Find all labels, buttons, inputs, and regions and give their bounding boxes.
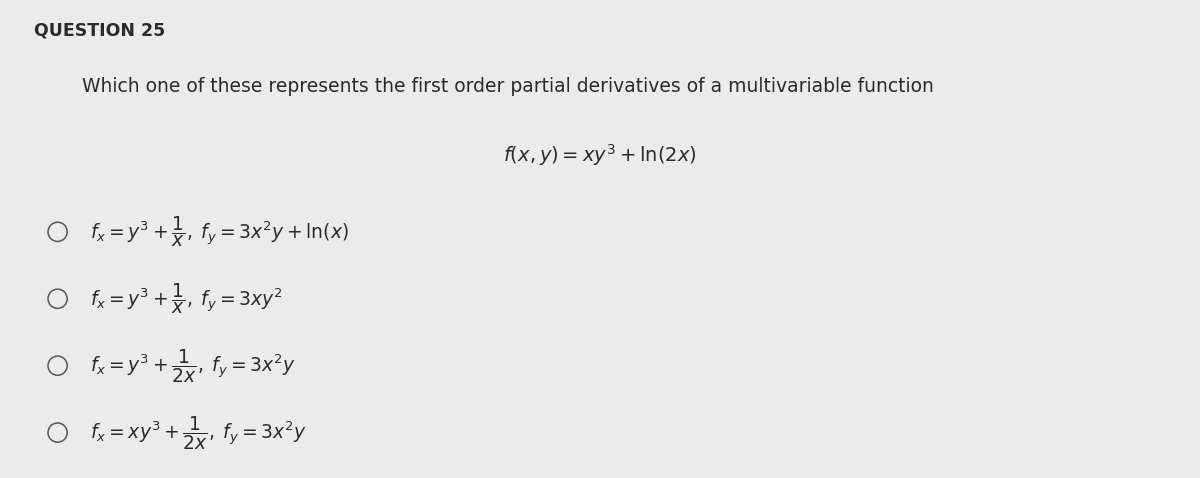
Text: $f_x = xy^3 + \dfrac{1}{2x},\; f_y = 3x^2y$: $f_x = xy^3 + \dfrac{1}{2x},\; f_y = 3x^… [90, 413, 307, 452]
Text: QUESTION 25: QUESTION 25 [34, 22, 164, 40]
Text: Which one of these represents the first order partial derivatives of a multivari: Which one of these represents the first … [82, 76, 934, 96]
Text: $f_x = y^3 + \dfrac{1}{x},\; f_y = 3x^2y + \ln(x)$: $f_x = y^3 + \dfrac{1}{x},\; f_y = 3x^2y… [90, 215, 349, 249]
Text: $f_x = y^3 + \dfrac{1}{2x},\; f_y = 3x^2y$: $f_x = y^3 + \dfrac{1}{2x},\; f_y = 3x^2… [90, 347, 296, 385]
Text: $f_x = y^3 + \dfrac{1}{x},\; f_y = 3xy^2$: $f_x = y^3 + \dfrac{1}{x},\; f_y = 3xy^2… [90, 282, 283, 316]
Text: $f(x,y) = xy^3 + \ln(2x)$: $f(x,y) = xy^3 + \ln(2x)$ [503, 142, 697, 168]
